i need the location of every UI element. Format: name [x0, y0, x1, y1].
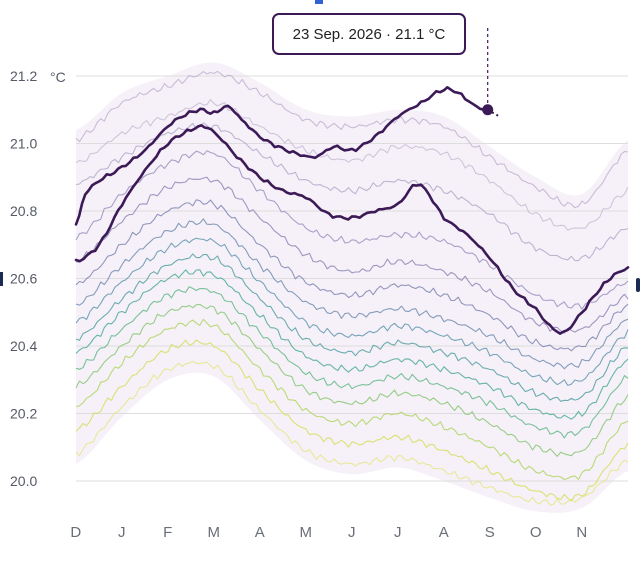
x-tick-label: O [530, 524, 542, 541]
y-unit-label: °C [50, 69, 66, 85]
highlight-series [74, 86, 630, 335]
background-series-line [75, 303, 629, 457]
background-series-line [75, 218, 629, 370]
y-tick-label: 21.2 [10, 68, 37, 84]
background-series-line [75, 99, 629, 231]
forecast-trail [487, 108, 501, 118]
background-series-line [75, 360, 629, 506]
top-edge-marker [315, 0, 323, 4]
background-series-line [75, 318, 629, 481]
x-tick-label: J [118, 524, 126, 541]
y-tick-label: 21.0 [10, 136, 37, 152]
y-tick-label: 20.6 [10, 271, 37, 287]
background-series-line [75, 286, 629, 439]
spread-band [76, 62, 628, 513]
left-edge-marker [0, 272, 3, 286]
y-axis-ticks: 21.2 21.0 20.8 20.6 20.4 20.2 20.0 [10, 68, 37, 489]
background-series [75, 70, 629, 506]
x-tick-label: M [208, 524, 221, 541]
x-tick-label: J [348, 524, 356, 541]
background-series-line [75, 150, 629, 310]
x-tick-label: F [163, 524, 173, 541]
tooltip-point[interactable] [482, 104, 494, 116]
y-tick-label: 20.8 [10, 203, 37, 219]
x-tick-label: J [394, 524, 402, 541]
background-series-line [75, 176, 629, 334]
y-tick-label: 20.0 [10, 473, 37, 489]
background-series-line [75, 122, 629, 262]
x-tick-label: N [576, 524, 587, 541]
x-tick-label: S [485, 524, 496, 541]
background-series-line [75, 199, 629, 352]
background-series-line [75, 70, 629, 209]
y-tick-label: 20.4 [10, 338, 37, 354]
tooltip-box: 23 Sep. 2026 · 21.1 °C [272, 13, 466, 55]
x-tick-label: M [300, 524, 313, 541]
background-series-line [75, 253, 629, 402]
background-series-line [75, 269, 629, 420]
x-tick-label: A [439, 524, 450, 541]
x-tick-label: D [70, 524, 81, 541]
highlight-series-line [74, 86, 489, 226]
background-series-line [75, 339, 629, 502]
spread-band-area [76, 62, 628, 513]
x-tick-label: A [255, 524, 266, 541]
highlight-series-line [74, 124, 630, 335]
right-edge-marker [636, 278, 640, 292]
y-tick-label: 20.2 [10, 406, 37, 422]
tooltip-anchor [482, 28, 501, 118]
tooltip-label: 23 Sep. 2026 · 21.1 °C [292, 25, 446, 43]
background-series-line [75, 237, 629, 386]
